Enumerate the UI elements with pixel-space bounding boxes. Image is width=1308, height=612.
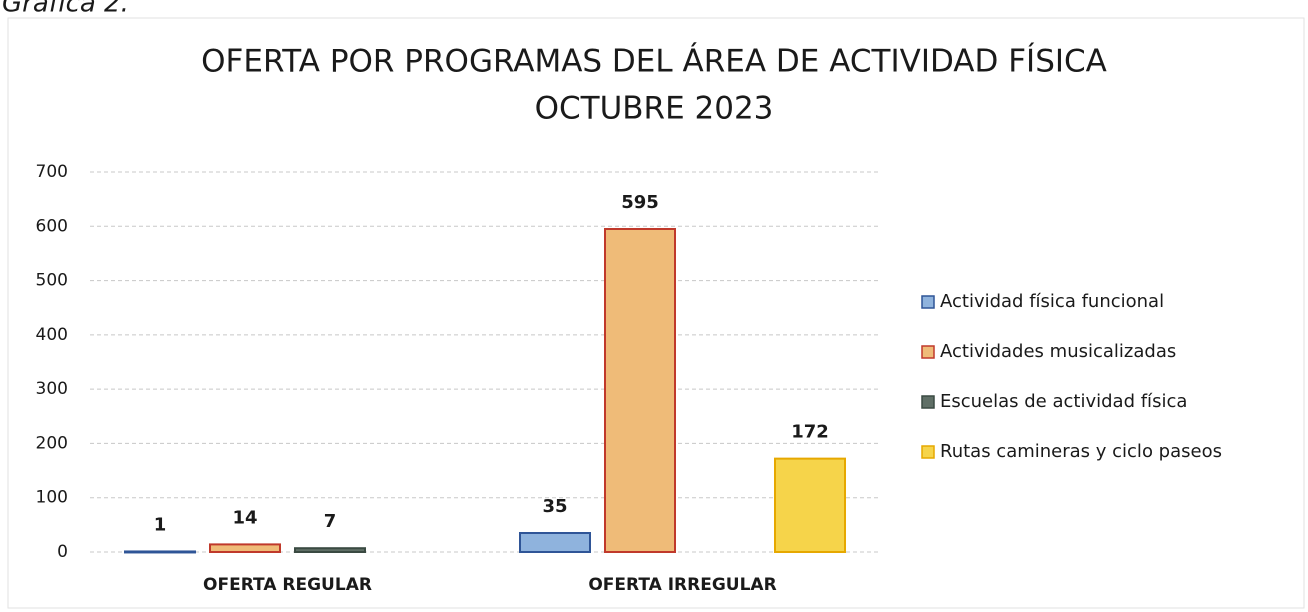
y-tick-label: 500 (36, 271, 68, 291)
value-label: 14 (232, 507, 257, 528)
y-tick-label: 300 (36, 379, 68, 399)
value-label: 35 (542, 496, 567, 517)
legend-swatch (921, 445, 935, 459)
value-label: 172 (791, 422, 829, 443)
legend-label: Rutas camineras y ciclo paseos (940, 441, 1222, 462)
bar (124, 550, 196, 554)
caption: Gráfica 2. (2, 0, 129, 19)
chart-subtitle: OCTUBRE 2023 (535, 91, 774, 127)
bar (294, 547, 366, 554)
y-tick-label: 600 (36, 216, 68, 236)
value-label: 595 (621, 192, 659, 213)
value-label: 7 (324, 511, 337, 532)
y-tick-label: 200 (36, 433, 68, 453)
y-tick-label: 0 (57, 542, 68, 562)
chart-border (7, 17, 1305, 609)
bar (209, 543, 281, 554)
bar (604, 228, 676, 553)
legend-swatch (921, 345, 935, 359)
chart-title: OFERTA POR PROGRAMAS DEL ÁREA DE ACTIVID… (201, 44, 1107, 80)
legend-swatch (921, 295, 935, 309)
legend-label: Actividades musicalizadas (940, 341, 1176, 362)
bar (774, 457, 846, 553)
bar (519, 532, 591, 553)
y-tick-label: 100 (36, 488, 68, 508)
legend-label: Actividad física funcional (940, 291, 1164, 312)
legend-label: Escuelas de actividad física (940, 391, 1187, 412)
y-tick-label: 400 (36, 325, 68, 345)
legend-swatch (921, 395, 935, 409)
value-label: 1 (154, 514, 167, 535)
x-tick-label: OFERTA REGULAR (203, 575, 372, 595)
x-tick-label: OFERTA IRREGULAR (588, 575, 776, 595)
y-tick-label: 700 (36, 162, 68, 182)
